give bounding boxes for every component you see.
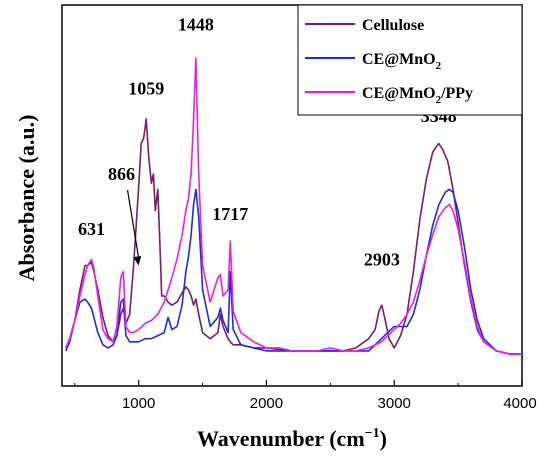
- annotation-631: 631: [78, 219, 105, 239]
- series-line-ce-mno2-ppy: [65, 57, 522, 355]
- annotation-1448: 1448: [178, 15, 214, 35]
- annotation-2903: 2903: [364, 250, 400, 270]
- x-axis-title-close: ): [380, 426, 387, 451]
- x-tick-label-1000: 1000: [122, 395, 155, 412]
- x-tick-label-2000: 2000: [250, 395, 283, 412]
- arrow-866-head: [133, 256, 142, 266]
- plot-area: 1000 2000 3000 4000 631 866 1059 1448 1717 2903 3…: [61, 4, 537, 412]
- series-line-ce-mno2: [65, 188, 522, 355]
- legend-label-ce-mno2-ppy: CE@MnO2/PPy: [362, 85, 473, 106]
- series-line-cellulose: [65, 118, 522, 355]
- x-axis-title-main: Wavenumber (cm: [197, 426, 365, 451]
- x-tick-label-3000: 3000: [378, 395, 411, 412]
- legend-label-ce-mno2: CE@MnO2: [362, 51, 442, 72]
- annotation-866: 866: [108, 164, 135, 184]
- x-axis-title: Wavenumber (cm−1): [197, 426, 387, 451]
- x-axis-title-exponent: −1: [365, 426, 380, 441]
- annotation-1717: 1717: [212, 204, 248, 224]
- y-axis-title: Absorbance (a.u.): [14, 115, 39, 282]
- annotation-arrow: [126, 190, 142, 266]
- x-axis-ticks: 1000 2000 3000 4000: [74, 380, 537, 412]
- legend: Cellulose CE@MnO2 CE@MnO2/PPy: [297, 4, 523, 116]
- series-layer: [65, 57, 522, 355]
- annotation-1059: 1059: [128, 79, 164, 99]
- x-tick-label-4000: 4000: [503, 395, 536, 412]
- legend-label-cellulose: Cellulose: [362, 17, 424, 34]
- plot-frame: [61, 4, 523, 387]
- arrow-866-line: [126, 190, 140, 258]
